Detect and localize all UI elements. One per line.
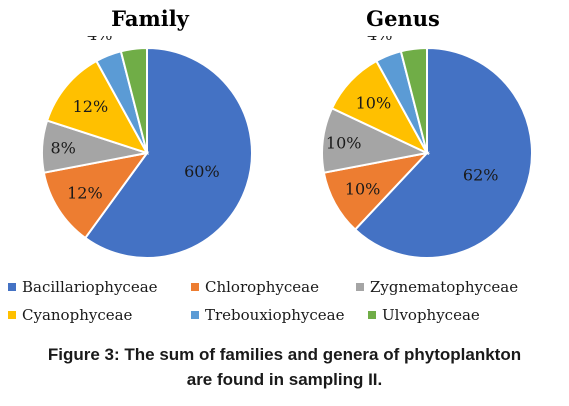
pie-label-bacillariophyceae: 60%	[184, 162, 220, 181]
legend-label: Trebouxiophyceae	[205, 306, 345, 324]
legend-swatch	[8, 311, 16, 319]
legend-swatch	[8, 283, 16, 291]
legend-swatch	[356, 283, 364, 291]
legend-item-ulvophyceae: Ulvophyceae	[368, 306, 480, 324]
pie-slice-bacillariophyceae	[353, 46, 533, 259]
legend-item-zygnematophyceae: Zygnematophyceae	[356, 278, 518, 296]
pie-label-zygnematophyceae: 8%	[51, 139, 76, 158]
legend-label: Chlorophyceae	[205, 278, 320, 296]
legend-label: Cyanophyceae	[22, 306, 133, 324]
pie-slice-cyanophyceae	[45, 59, 150, 155]
legend-swatch	[368, 311, 376, 319]
figure-caption: Figure 3: The sum of families and genera…	[0, 342, 569, 392]
pie-label-cyanophyceae: 12%	[73, 97, 109, 116]
genus-pie-title: Genus	[366, 6, 440, 31]
legend-item-chlorophyceae: Chlorophyceae	[191, 278, 319, 296]
pie-label-chlorophyceae: 10%	[345, 179, 381, 198]
legend-swatch	[191, 283, 199, 291]
legend-label: Zygnematophyceae	[370, 278, 519, 296]
pie-label-bacillariophyceae: 62%	[463, 165, 499, 184]
caption-line-2: are found in sampling II.	[186, 370, 383, 389]
genus-pie-chart: 62%10%10%10%4%4%	[321, 36, 533, 259]
pie-label-chlorophyceae: 12%	[67, 183, 103, 202]
pie-slice-ulvophyceae	[399, 46, 428, 154]
legend-item-bacillariophyceae: Bacillariophyceae	[8, 278, 158, 296]
pie-slice-ulvophyceae	[119, 46, 148, 154]
legend-item-trebouxiophyceae: Trebouxiophyceae	[191, 306, 344, 324]
pie-label-zygnematophyceae: 10%	[326, 134, 362, 153]
family-pie-title: Family	[111, 6, 189, 31]
caption-line-1: Figure 3: The sum of families and genera…	[47, 345, 522, 364]
legend-item-cyanophyceae: Cyanophyceae	[8, 306, 132, 324]
pie-label-trebouxiophyceae: 4%	[87, 36, 112, 44]
pie-label-cyanophyceae: 10%	[356, 94, 392, 113]
family-pie-chart: 60%12%8%12%4%4%	[41, 36, 253, 259]
legend-swatch	[191, 311, 199, 319]
legend-label: Ulvophyceae	[382, 306, 480, 324]
legend-label: Bacillariophyceae	[22, 278, 158, 296]
pie-slice-bacillariophyceae	[83, 46, 253, 259]
pie-slice-chlorophyceae	[42, 151, 150, 240]
pie-label-trebouxiophyceae: 4%	[367, 36, 392, 44]
